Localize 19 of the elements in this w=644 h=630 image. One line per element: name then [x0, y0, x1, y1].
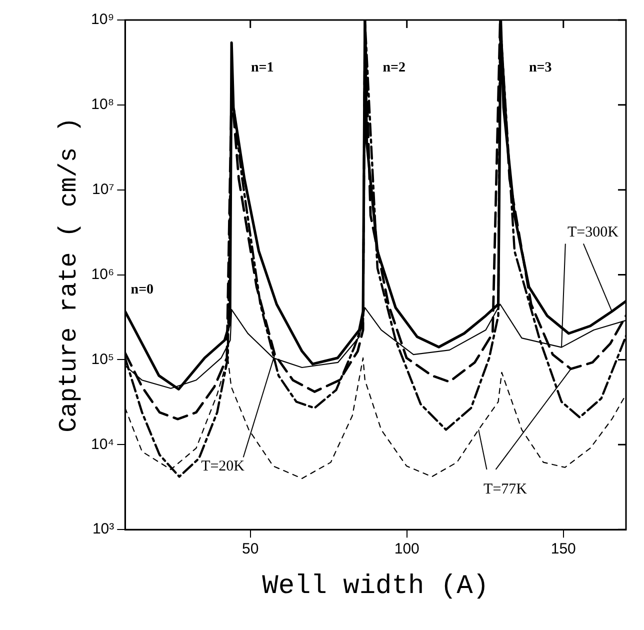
annotation: T=77K — [484, 481, 528, 498]
y-tick-label: 10⁸ — [91, 96, 114, 114]
y-tick-label: 10⁴ — [90, 436, 114, 453]
x-tick-label: 100 — [394, 540, 420, 558]
annotation: n=3 — [528, 60, 552, 76]
y-tick-label: 10³ — [92, 520, 114, 538]
y-tick-label: 10⁵ — [91, 350, 114, 368]
annotation: n=2 — [382, 60, 406, 76]
x-tick-label: 150 — [550, 540, 576, 558]
annotation: n=1 — [250, 60, 274, 76]
y-axis-title: Capture rate ( cm/s ) — [54, 117, 84, 432]
x-axis-title: Well width (A) — [262, 572, 489, 602]
y-tick-label: 10⁶ — [91, 266, 114, 283]
annotation: T=300K — [567, 224, 619, 240]
y-tick-label: 10⁷ — [92, 181, 114, 198]
annotation: n=0 — [130, 282, 154, 298]
x-tick-label: 50 — [242, 540, 259, 558]
annotation: T=20K — [201, 458, 245, 474]
y-tick-label: 10⁹ — [91, 11, 114, 28]
